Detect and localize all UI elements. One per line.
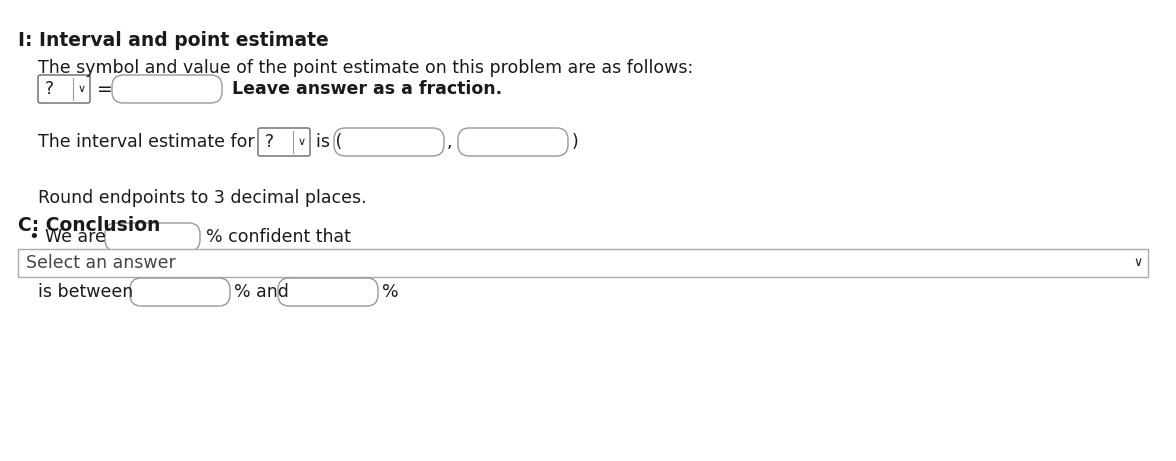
Text: ?: ? <box>45 80 54 98</box>
Text: •: • <box>28 228 39 246</box>
FancyBboxPatch shape <box>258 128 310 156</box>
Text: C: Conclusion: C: Conclusion <box>18 216 160 235</box>
Text: %: % <box>382 283 399 301</box>
FancyBboxPatch shape <box>38 75 91 103</box>
Text: is between: is between <box>38 283 133 301</box>
FancyBboxPatch shape <box>112 75 222 103</box>
FancyBboxPatch shape <box>105 223 200 251</box>
Text: The symbol and value of the point estimate on this problem are as follows:: The symbol and value of the point estima… <box>38 59 693 77</box>
Text: Round endpoints to 3 decimal places.: Round endpoints to 3 decimal places. <box>38 189 367 207</box>
FancyBboxPatch shape <box>334 128 445 156</box>
Text: We are: We are <box>45 228 106 246</box>
Text: ∨: ∨ <box>1134 256 1143 270</box>
FancyBboxPatch shape <box>18 249 1148 277</box>
FancyBboxPatch shape <box>278 278 377 306</box>
Text: is (: is ( <box>316 133 342 151</box>
Text: ∨: ∨ <box>78 84 86 94</box>
Text: ?: ? <box>265 133 274 151</box>
Text: Leave answer as a fraction.: Leave answer as a fraction. <box>232 80 502 98</box>
Text: ,: , <box>447 133 453 151</box>
FancyBboxPatch shape <box>457 128 568 156</box>
Text: The interval estimate for: The interval estimate for <box>38 133 255 151</box>
Text: % confident that: % confident that <box>206 228 350 246</box>
Text: Select an answer: Select an answer <box>26 254 175 272</box>
Text: I: Interval and point estimate: I: Interval and point estimate <box>18 31 329 50</box>
Text: % and: % and <box>234 283 289 301</box>
Text: ): ) <box>572 133 579 151</box>
Text: ∨: ∨ <box>298 137 306 147</box>
FancyBboxPatch shape <box>131 278 230 306</box>
Text: =: = <box>96 79 113 99</box>
